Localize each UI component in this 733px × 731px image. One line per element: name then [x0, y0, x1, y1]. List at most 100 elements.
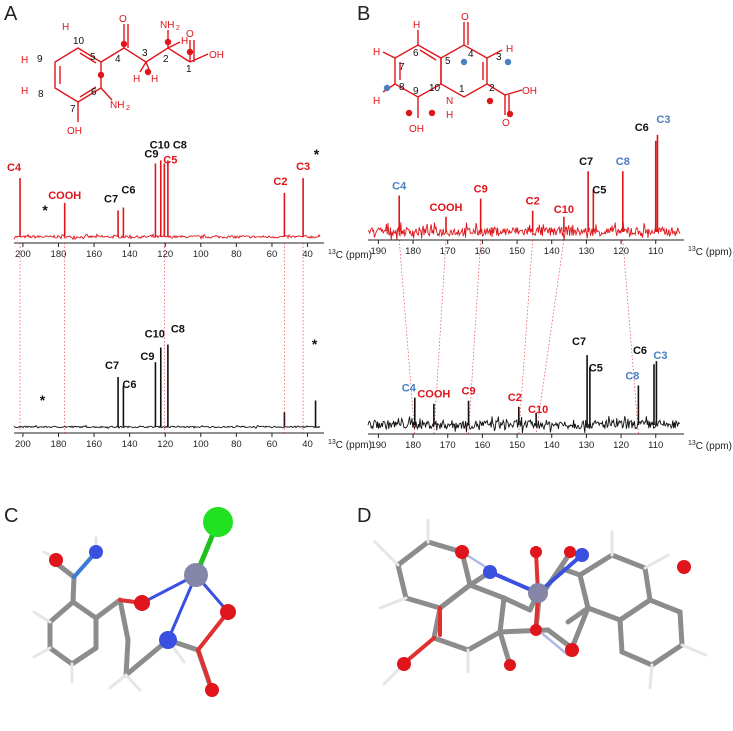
peak-label-cooh: COOH [430, 202, 463, 214]
x-tick-label: 120 [613, 440, 629, 451]
x-tick-label: 200 [15, 249, 31, 260]
x-tick-label: 120 [157, 249, 173, 260]
peak-label-cooh: COOH [48, 190, 81, 202]
panel-label-d: D [357, 505, 371, 527]
mol-a-o-keto: O [119, 14, 127, 25]
axis-title-main: C (ppm) [696, 441, 732, 452]
mol-b-oh-acid: OH [522, 86, 537, 97]
peak-label-c8: C8 [171, 324, 185, 336]
oxygen-atom [565, 643, 579, 657]
mol-a-h8: H [21, 86, 28, 97]
x-tick-label: 140 [544, 246, 560, 257]
x-tick-label: 160 [86, 249, 102, 260]
mol-b-o-acid: O [502, 118, 510, 129]
peak-label-c5: C5 [163, 154, 177, 166]
label-dot [405, 109, 413, 117]
mol-b-o4: O [461, 12, 469, 23]
axis-title-sup: 13 [328, 249, 336, 256]
peak-label-c8: C8 [173, 139, 187, 151]
peak-label-c9: C9 [140, 351, 154, 363]
mol-b-num-1: 1 [459, 84, 465, 95]
x-tick-label: 160 [474, 440, 490, 451]
spectrum-baseline [13, 424, 321, 429]
spectrum-a-top: 200 180 160 140 120 100 80 60 40 13C (ppm) * * C4 COO… [7, 139, 372, 261]
correlation-line [518, 239, 534, 435]
metal-atom [184, 563, 208, 587]
axis-title-main: C (ppm) [336, 250, 372, 261]
mol-a-num-9: 9 [37, 54, 43, 65]
mol-b-h7: H [373, 47, 380, 58]
nmr-spectra: 200 180 160 140 120 100 80 60 40 13C (ppm)**C4COO… [7, 114, 732, 452]
oxygen-atom [134, 595, 150, 611]
x-tick-label: 80 [231, 439, 242, 450]
peak-label-c3: C3 [296, 161, 310, 173]
x-tick-label: 160 [86, 439, 102, 450]
mol-b-num-3: 3 [496, 52, 502, 63]
mol-a-h9: H [21, 55, 28, 66]
metal-atom [528, 583, 548, 603]
x-tick-label: 180 [405, 440, 421, 451]
mol-b-num-10: 10 [429, 83, 441, 94]
mol-a-h3b: H [151, 74, 158, 85]
mol-b-h3: H [506, 44, 513, 55]
oxygen-atom [530, 624, 542, 636]
nitrogen-atom [89, 545, 103, 559]
oxygen-atom [530, 546, 542, 558]
mol-a-nh2-top-sub: 2 [176, 25, 180, 32]
x-tick-label: 140 [122, 249, 138, 260]
x-tick-label: 190 [370, 440, 386, 451]
impurity-star: * [314, 146, 320, 162]
label-dot [120, 40, 128, 48]
mol-b-num-7: 7 [399, 62, 405, 73]
peak-label-c2: C2 [273, 176, 287, 188]
label-dot [144, 68, 152, 76]
x-axis-title: 13C (ppm) [328, 249, 372, 261]
label-dot [486, 97, 494, 105]
x-tick-label: 160 [474, 246, 490, 257]
peak-label-c8: C8 [616, 156, 630, 168]
nitrogen-atom [483, 565, 497, 579]
mol-a-labeled-dots [97, 38, 194, 79]
oxygen-atom [205, 683, 219, 697]
mol-b-h-n: H [446, 110, 453, 121]
x-tick-label: 170 [440, 440, 456, 451]
mol-a-num-3: 3 [142, 48, 148, 59]
mol-a-oh-acid: OH [209, 50, 224, 61]
peak-label-c10: C10 [150, 139, 170, 151]
axis-title-sup: 13 [688, 246, 696, 253]
x-tick-label: 120 [157, 439, 173, 450]
x-axis-title: 13C (ppm) [328, 439, 372, 451]
peak-label-c4: C4 [392, 181, 407, 193]
oxygen-atom [504, 659, 516, 671]
peak-label-c6: C6 [633, 345, 647, 357]
axis-title-main: C (ppm) [336, 440, 372, 451]
panel-label-b: B [357, 3, 370, 25]
label-dot [504, 58, 512, 66]
spectrum-baseline [13, 233, 321, 241]
mol-b-num-2: 2 [489, 83, 495, 94]
x-tick-label: 40 [302, 439, 313, 450]
impurity-star: * [40, 392, 46, 408]
correlation-line [468, 239, 482, 435]
peak-label-c7: C7 [579, 156, 593, 168]
impurity-star: * [312, 336, 318, 352]
x-tick-label: 60 [267, 249, 278, 260]
x-tick-label: 200 [15, 439, 31, 450]
mol-b-num-5: 5 [445, 56, 451, 67]
label-dot [186, 48, 194, 56]
bond-c5-c4 [100, 47, 125, 63]
x-tick-label: 190 [370, 246, 386, 257]
x-tick-label: 180 [51, 249, 67, 260]
peak-label-c2: C2 [508, 392, 522, 404]
mol-a-h-top: H [181, 36, 188, 47]
peak-label-cooh: COOH [417, 389, 450, 401]
mol-a-nh2-top: NH [160, 20, 174, 31]
mol-b-h6: H [413, 20, 420, 31]
mol-b-n1: N [446, 96, 453, 107]
correlation-line [535, 239, 565, 435]
peak-label-c3: C3 [656, 114, 670, 126]
spectrum-baseline [367, 416, 681, 434]
correlation-lines [19, 239, 639, 435]
mol-a-num-2: 2 [163, 54, 169, 65]
